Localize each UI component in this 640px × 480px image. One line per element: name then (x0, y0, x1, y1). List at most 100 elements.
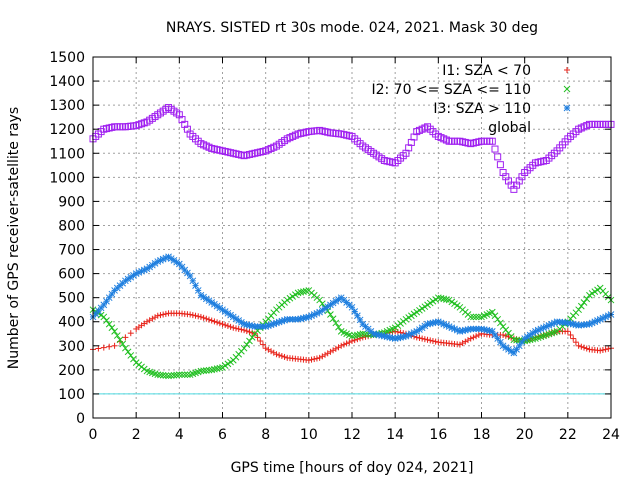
point-i1 (427, 337, 434, 344)
x-tick-label: 10 (300, 427, 318, 443)
point-i2 (108, 324, 116, 332)
series-i2 (89, 284, 615, 380)
point-i3 (488, 328, 496, 335)
point-i1 (475, 331, 482, 338)
y-tick-label: 0 (76, 411, 85, 427)
point-i1 (564, 328, 571, 335)
point-i2 (470, 313, 477, 321)
point-i2 (332, 319, 340, 327)
point-i1 (208, 317, 215, 324)
point-i3 (194, 287, 202, 294)
x-tick-label: 2 (132, 427, 141, 443)
point-i1 (575, 342, 582, 349)
point-i2 (105, 320, 113, 328)
y-tick-label: 1500 (49, 50, 85, 66)
point-i2 (184, 371, 191, 379)
point-i1 (278, 353, 285, 360)
point-i2 (181, 371, 189, 379)
point-i1 (162, 310, 169, 317)
point-i2 (467, 313, 475, 321)
point-i1 (567, 331, 574, 338)
y-axis-label: Number of GPS receiver-satellite rays (6, 107, 22, 369)
point-global (494, 153, 502, 161)
point-i2 (178, 371, 186, 379)
point-i2 (127, 352, 135, 359)
point-i1 (216, 320, 223, 327)
point-i2 (329, 315, 337, 323)
point-i2 (173, 371, 180, 379)
point-i1 (581, 344, 588, 351)
legend-label-i2: I2: 70 <= SZA <= 110 (371, 82, 531, 98)
legend-marker-i1 (564, 67, 570, 73)
point-i2 (202, 367, 210, 374)
legend-label-i3: I3: SZA > 110 (433, 101, 531, 117)
point-i2 (119, 340, 127, 348)
point-i2 (513, 336, 520, 344)
point-i1 (259, 341, 266, 348)
y-tick-label: 1000 (49, 170, 85, 186)
y-tick-label: 100 (58, 387, 85, 403)
point-i2 (362, 330, 369, 338)
point-i2 (124, 348, 132, 356)
point-i3 (510, 349, 518, 357)
point-i2 (111, 328, 118, 335)
point-i1 (605, 345, 612, 352)
point-global (488, 137, 496, 145)
point-i2 (205, 366, 213, 374)
x-tick-label: 0 (89, 427, 98, 443)
point-i2 (318, 300, 326, 308)
x-tick-label: 24 (602, 427, 620, 443)
point-i1 (246, 328, 253, 335)
point-i1 (429, 337, 436, 344)
point-i1 (416, 334, 423, 341)
point-i1 (106, 343, 113, 350)
point-i2 (494, 315, 502, 323)
point-i1 (276, 352, 283, 359)
point-i1 (200, 314, 207, 321)
point-i2 (100, 313, 108, 321)
point-i1 (227, 323, 234, 330)
point-i3 (108, 290, 116, 298)
point-i1 (187, 311, 194, 318)
x-tick-label: 16 (429, 427, 447, 443)
point-i2 (497, 319, 504, 327)
point-i1 (311, 356, 318, 363)
point-i2 (359, 330, 367, 338)
point-i1 (419, 335, 426, 342)
point-i2 (475, 313, 483, 321)
point-i2 (200, 367, 207, 375)
legend-label-global: global (488, 120, 531, 136)
point-i2 (575, 306, 582, 314)
point-i1 (602, 346, 609, 353)
point-i1 (189, 312, 196, 319)
x-axis-label: GPS time [hours of doy 024, 2021] (231, 460, 474, 476)
legend: I1: SZA < 70 I2: 70 <= SZA <= 110 I3: SZA … (371, 63, 571, 136)
point-i2 (248, 334, 256, 341)
series-i3 (89, 253, 615, 357)
x-axis-ticks: 0 2 4 6 8 10 12 14 16 18 20 22 24 (89, 57, 620, 443)
point-i2 (167, 372, 175, 379)
series-layer (89, 104, 615, 380)
point-i1 (122, 334, 129, 341)
point-i1 (349, 337, 355, 344)
point-i3 (192, 282, 199, 289)
point-i3 (348, 303, 356, 311)
point-i1 (219, 321, 226, 328)
x-tick-label: 18 (473, 427, 491, 443)
point-i1 (597, 347, 604, 354)
point-i3 (105, 294, 113, 302)
point-i2 (175, 371, 183, 379)
point-i1 (111, 342, 118, 349)
point-i2 (165, 372, 172, 380)
point-i2 (246, 337, 253, 345)
point-i1 (232, 325, 239, 332)
point-i1 (206, 316, 213, 323)
point-i1 (230, 324, 237, 331)
point-i1 (473, 333, 480, 340)
point-i3 (491, 331, 499, 339)
point-i1 (254, 334, 261, 341)
point-i1 (281, 353, 288, 360)
x-tick-label: 12 (343, 427, 361, 443)
point-i2 (243, 341, 251, 348)
point-i3 (518, 338, 526, 346)
